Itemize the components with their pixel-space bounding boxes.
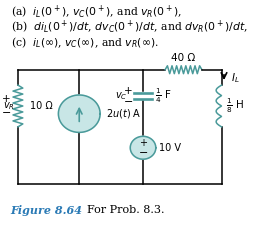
- Text: +: +: [2, 94, 11, 104]
- Text: 10 Ω: 10 Ω: [30, 101, 53, 111]
- Polygon shape: [58, 95, 100, 132]
- Text: For Prob. 8.3.: For Prob. 8.3.: [87, 205, 164, 215]
- Text: 10 V: 10 V: [159, 143, 181, 153]
- Text: (a)  $i_L(0^+)$, $v_C(0^+)$, and $v_R(0^+)$,: (a) $i_L(0^+)$, $v_C(0^+)$, and $v_R(0^+…: [11, 3, 182, 20]
- Text: $\frac{1}{8}$ H: $\frac{1}{8}$ H: [227, 97, 244, 115]
- Text: (b)  $di_L(0^+)/dt$, $dv_C(0^+)/dt$, and $dv_R(0^+)/dt$,: (b) $di_L(0^+)/dt$, $dv_C(0^+)/dt$, and …: [11, 18, 247, 35]
- Text: (c)  $i_L(\infty)$, $v_C(\infty)$, and $v_R(\infty)$.: (c) $i_L(\infty)$, $v_C(\infty)$, and $v…: [11, 35, 158, 50]
- Text: $v_C$: $v_C$: [115, 90, 127, 102]
- Text: +: +: [124, 86, 133, 96]
- Polygon shape: [130, 136, 156, 159]
- Text: Figure 8.64: Figure 8.64: [11, 205, 83, 216]
- Text: $\frac{1}{4}$ F: $\frac{1}{4}$ F: [155, 87, 172, 105]
- Text: −: −: [138, 148, 148, 157]
- Text: −: −: [124, 97, 133, 107]
- Text: $2u(t)$ A: $2u(t)$ A: [106, 107, 142, 120]
- Text: $I_L$: $I_L$: [231, 72, 240, 86]
- Text: 40 Ω: 40 Ω: [172, 53, 196, 63]
- Text: −: −: [1, 108, 11, 118]
- Text: $v_R$: $v_R$: [3, 100, 14, 112]
- Text: +: +: [139, 138, 147, 148]
